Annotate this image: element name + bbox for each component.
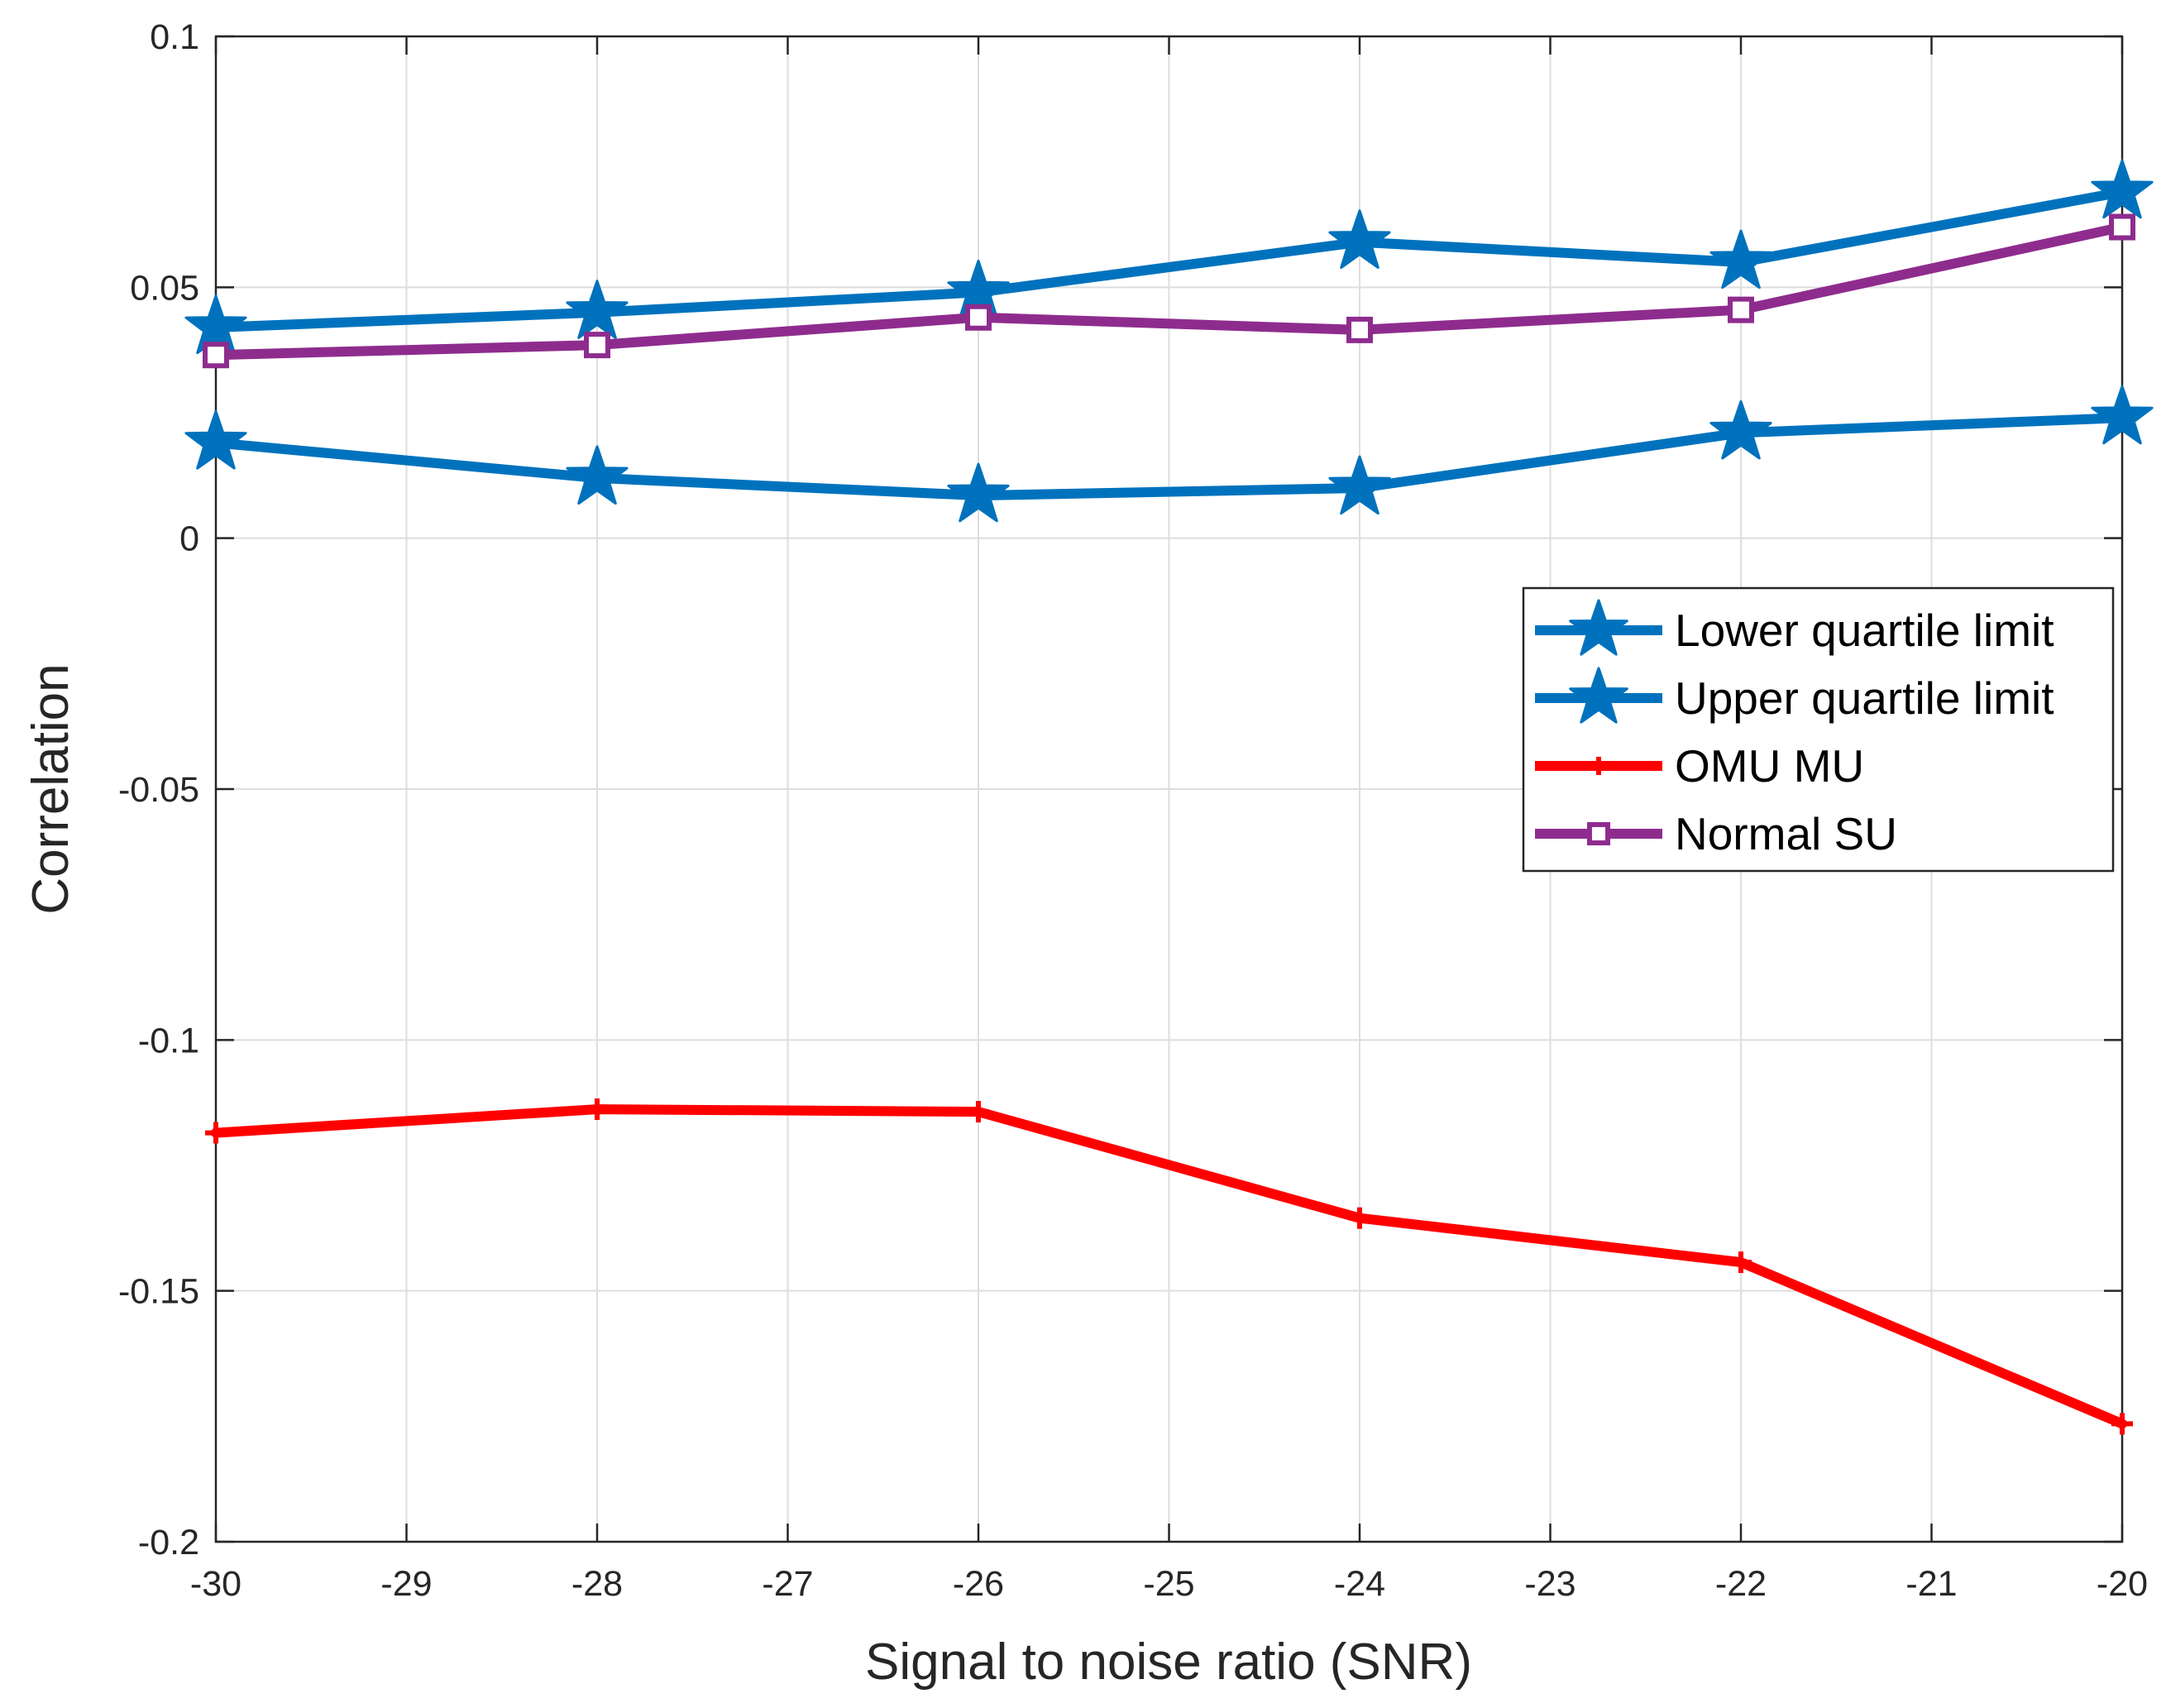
data-point-upper-quartile-limit [566,280,629,339]
x-tick-label: -28 [571,1564,623,1604]
x-tick-label: -22 [1715,1564,1767,1604]
y-tick-label: -0.2 [138,1523,199,1562]
legend-marker-omu-mu [1589,756,1609,776]
x-tick-label: -21 [1905,1564,1957,1604]
legend-label-omu-mu: OMU MU [1675,740,1864,792]
x-tick-label: -20 [2097,1564,2148,1604]
series-lower-quartile-limit [184,385,2154,523]
series-line-omu-mu [211,1104,2127,1429]
legend: Lower quartile limit Upper quartile limit… [1522,586,2115,873]
legend-label-upper-quartile-limit: Upper quartile limit [1675,672,2054,724]
series-line-normal-su [211,222,2127,361]
data-point-omu-mu [1349,1207,1370,1229]
legend-entry-upper-quartile-limit: Upper quartile limit [1535,667,2054,724]
data-point-lower-quartile-limit [947,462,1010,523]
data-point-omu-mu [205,1122,227,1144]
y-tick-label: 0 [179,519,199,559]
legend-marker-normal-su [1586,821,1611,846]
x-tick-label: -30 [190,1564,241,1604]
data-point-normal-su [2109,213,2135,241]
x-tick-label: -29 [380,1564,432,1604]
series [184,159,2154,1435]
y-tick-label: -0.15 [118,1272,199,1312]
data-point-upper-quartile-limit [1328,209,1391,269]
data-point-lower-quartile-limit [184,409,247,470]
data-point-normal-su [203,342,229,369]
data-point-omu-mu [968,1101,989,1123]
y-tick-label: -0.05 [118,770,199,810]
series-line-lower-quartile-limit [211,413,2127,501]
x-axis-title: Signal to noise ratio (SNR) [865,1634,1472,1691]
x-tick-label: -24 [1334,1564,1385,1604]
series-omu-mu [205,1098,2133,1435]
data-point-lower-quartile-limit [1709,399,1772,460]
data-point-upper-quartile-limit [1709,229,1772,289]
series-upper-quartile-limit [184,159,2154,355]
legend-label-normal-su: Normal SU [1675,808,1897,859]
series-normal-su [203,213,2135,369]
data-point-normal-su [1728,296,1754,323]
data-point-omu-mu [2111,1413,2133,1435]
legend-marker-upper-quartile-limit [1569,667,1628,724]
data-point-lower-quartile-limit [566,445,629,505]
data-point-lower-quartile-limit [2091,385,2154,445]
legend-label-lower-quartile-limit: Lower quartile limit [1675,605,2054,656]
legend-entry-omu-mu: OMU MU [1535,740,1864,792]
series-line-upper-quartile-limit [211,187,2127,333]
x-tick-label: -25 [1143,1564,1194,1604]
y-tick-label: 0.05 [130,268,199,308]
y-axis-title: Correlation [22,663,79,914]
y-tick-label: -0.1 [138,1021,199,1060]
y-tick-label: 0.1 [150,17,199,57]
legend-entry-lower-quartile-limit: Lower quartile limit [1535,599,2054,656]
data-point-lower-quartile-limit [1328,455,1391,515]
data-point-omu-mu [586,1098,608,1121]
data-point-upper-quartile-limit [184,294,247,355]
legend-marker-lower-quartile-limit [1569,599,1628,656]
data-point-normal-su [965,304,992,331]
data-point-upper-quartile-limit [2091,159,2154,219]
legend-entry-normal-su: Normal SU [1535,808,1897,859]
x-tick-label: -23 [1524,1564,1575,1604]
data-point-normal-su [584,332,610,359]
x-tick-label: -27 [762,1564,813,1604]
ticks: -30 -29 -28 -27 -26 -25 -24 -23 -22 -21 -20 -0.2 -0.… [118,17,2148,1604]
x-tick-label: -26 [953,1564,1004,1604]
data-point-normal-su [1346,316,1373,343]
data-point-omu-mu [1730,1251,1752,1274]
